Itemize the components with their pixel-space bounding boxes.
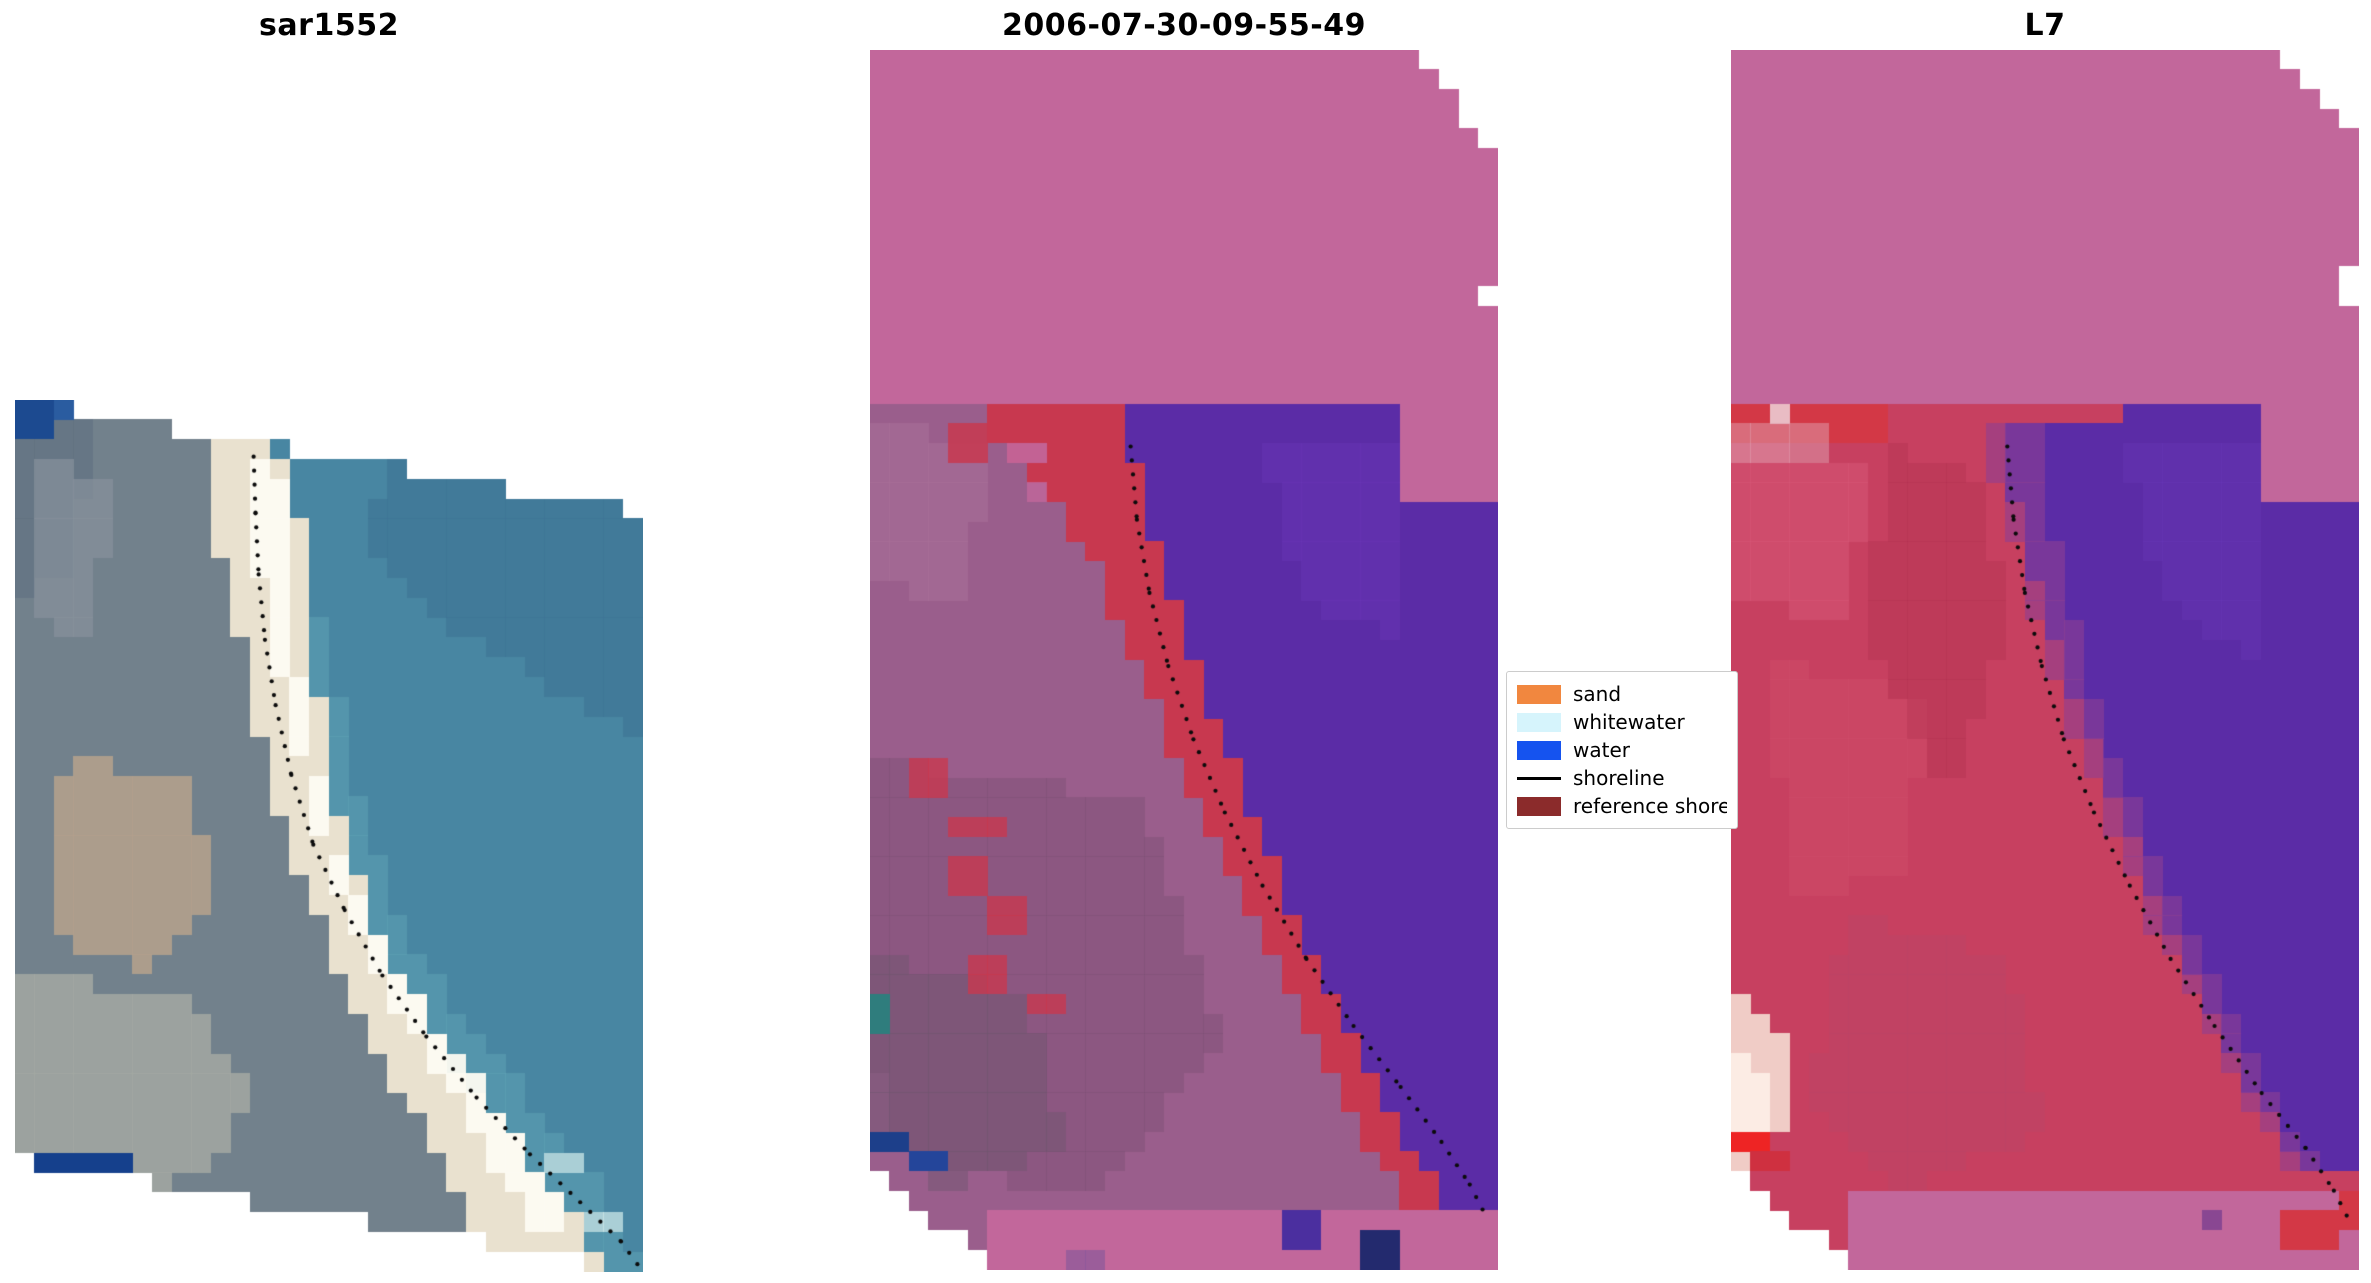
- shoreline-line-swatch: [1517, 776, 1561, 780]
- legend-label-sand: sand: [1573, 682, 1622, 706]
- panel-title-date: 2006-07-30-09-55-49: [1002, 8, 1366, 43]
- legend-label-shoreline: shoreline: [1573, 766, 1665, 790]
- panel-title-l7: L7: [2024, 8, 2066, 43]
- sar-rgb-image: [15, 400, 643, 1272]
- sand-swatch: [1517, 684, 1561, 704]
- legend: sand whitewater water shoreline referenc…: [1506, 671, 1738, 829]
- classified-image: [870, 50, 1498, 1270]
- legend-item-reference-shoreline: reference shoreline: [1517, 792, 1727, 820]
- legend-item-sand: sand: [1517, 680, 1727, 708]
- whitewater-swatch: [1517, 712, 1561, 732]
- legend-item-whitewater: whitewater: [1517, 708, 1727, 736]
- legend-item-shoreline: shoreline: [1517, 764, 1727, 792]
- panel-title-sar1552: sar1552: [259, 8, 399, 43]
- l7-false-color-image: [1731, 50, 2359, 1270]
- legend-label-whitewater: whitewater: [1573, 710, 1685, 734]
- legend-item-water: water: [1517, 736, 1727, 764]
- water-swatch: [1517, 740, 1561, 760]
- legend-label-water: water: [1573, 738, 1630, 762]
- reference-shoreline-swatch: [1517, 796, 1561, 816]
- legend-label-reference-shoreline: reference shoreline: [1573, 794, 1727, 818]
